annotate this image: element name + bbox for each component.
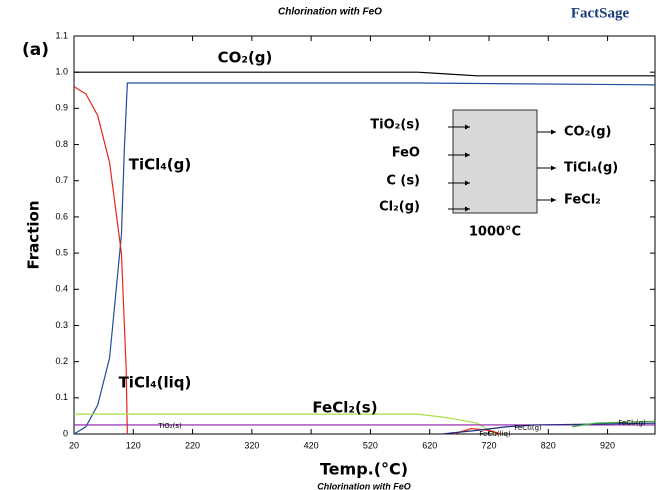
y-tick-label: 1.1 — [55, 30, 68, 40]
x-tick-label: 620 — [422, 440, 437, 450]
y-tick-label: 0.8 — [55, 139, 68, 149]
curve-label: FeCl₂(liq) — [479, 430, 511, 438]
inset-label: 1000°C — [469, 225, 521, 240]
logo: FactSage — [571, 5, 630, 21]
y-tick-label: 0.9 — [55, 103, 68, 113]
arrow-head — [465, 124, 470, 130]
arrow-head — [551, 197, 556, 203]
inset-input: C (s) — [386, 174, 420, 189]
curve-label: FeCl₂(s) — [312, 399, 377, 417]
x-tick-label: 820 — [541, 440, 556, 450]
inset-input: TiO₂(s) — [370, 118, 420, 133]
arrow-head — [551, 129, 556, 135]
chart-title: Chlorination with FeO — [278, 7, 382, 18]
inset-input: Cl₂(g) — [379, 200, 420, 215]
y-tick-label: 0.4 — [55, 284, 68, 294]
y-tick-label: 0 — [63, 428, 68, 438]
x-axis-label: Temp.(°C) — [320, 460, 408, 479]
series-line — [441, 422, 656, 435]
arrow-head — [465, 180, 470, 186]
y-tick-label: 0.6 — [55, 211, 68, 221]
series-line — [73, 82, 656, 435]
inset-input: FeO — [392, 146, 420, 161]
curve-label: FeCl₃(g) — [514, 424, 542, 432]
curve-label: TiO₂(s) — [157, 422, 182, 430]
curve-label: TiCl₄(liq) — [119, 374, 192, 392]
footer: Chlorination with FeO — [317, 481, 411, 490]
series-line — [571, 420, 656, 428]
curve-label: CO₂(g) — [218, 49, 273, 67]
y-axis-label: Fraction — [25, 201, 43, 270]
x-tick-label: 320 — [244, 440, 259, 450]
arrow-head — [465, 206, 470, 212]
y-tick-label: 0.1 — [55, 392, 68, 402]
x-tick-label: 120 — [126, 440, 141, 450]
panel-label: (a) — [22, 40, 49, 60]
y-tick-label: 0.2 — [55, 356, 68, 366]
y-tick-label: 0.5 — [55, 247, 68, 257]
x-tick-label: 420 — [304, 440, 319, 450]
y-tick-label: 0.3 — [55, 320, 68, 330]
y-tick-label: 0.7 — [55, 175, 68, 185]
curve-label: TiCl₄(g) — [129, 156, 192, 174]
y-tick-label: 1.0 — [55, 67, 68, 77]
plot-frame — [73, 35, 656, 435]
series-line — [74, 71, 655, 77]
curve-label: FeCl₂(g) — [618, 419, 646, 427]
arrow-head — [465, 152, 470, 158]
inset-output: FeCl₂ — [564, 193, 601, 208]
inset-output: TiCl₄(g) — [564, 161, 618, 176]
x-tick-label: 520 — [363, 440, 378, 450]
x-tick-label: 920 — [600, 440, 615, 450]
x-tick-label: 220 — [185, 440, 200, 450]
inset-output: CO₂(g) — [564, 125, 611, 140]
series-line — [73, 86, 128, 435]
x-tick-label: 720 — [481, 440, 496, 450]
series-line — [74, 413, 496, 435]
x-tick-label: 20 — [69, 440, 79, 450]
arrow-head — [551, 165, 556, 171]
